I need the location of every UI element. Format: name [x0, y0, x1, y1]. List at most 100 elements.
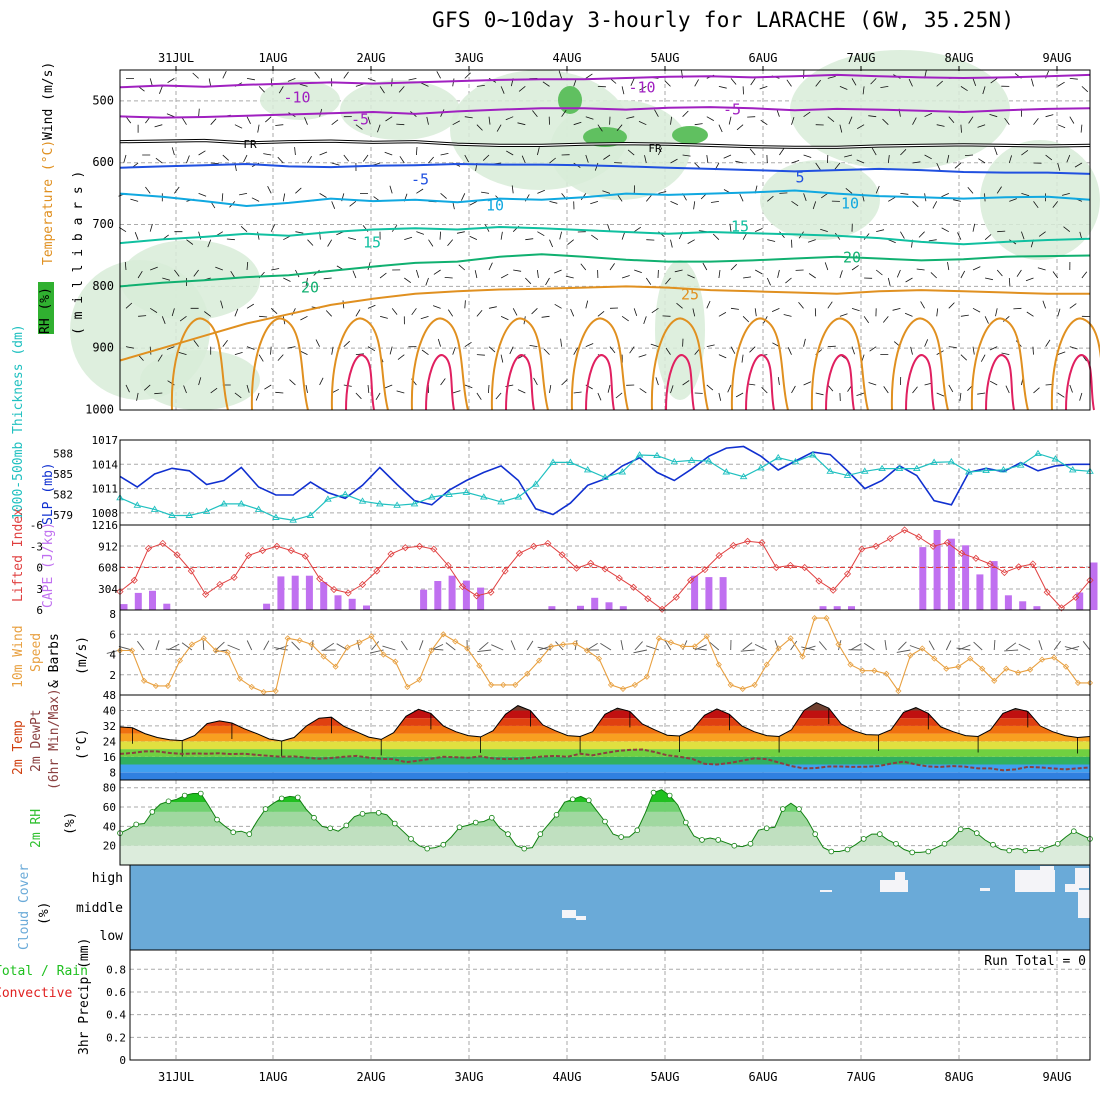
wind10m-barb: [227, 644, 240, 651]
slp-tick-label: 1008: [92, 507, 119, 520]
wind-barb: [851, 346, 855, 355]
wind-barb: [416, 188, 424, 194]
wind-barb: [996, 186, 1002, 194]
wind-barb: [145, 186, 151, 194]
thickness-marker: [861, 467, 869, 474]
li-marker: [501, 567, 509, 575]
wind-barb: [638, 121, 647, 126]
top-date-label: 4AUG: [553, 51, 582, 65]
cloud-gap: [576, 916, 586, 920]
wind-barb: [779, 148, 785, 156]
wind-barb: [930, 272, 937, 279]
wind-barb: [856, 159, 865, 164]
wind-barb: [416, 269, 420, 278]
thickness-marker: [566, 458, 575, 465]
wind-barb: [426, 116, 429, 125]
li-marker: [729, 541, 737, 550]
rh2m-marker: [731, 842, 738, 849]
wind-barb: [972, 346, 975, 355]
wind-barb: [856, 124, 865, 130]
cape-bar: [363, 605, 370, 610]
precip-tick-label: 0.4: [106, 1009, 126, 1022]
wind-barb: [1045, 154, 1053, 161]
wind-barb: [807, 239, 816, 243]
wind-barb: [803, 154, 812, 158]
wind10m-barb: [958, 644, 971, 651]
wind-barb: [984, 316, 989, 324]
wind-barb: [791, 160, 800, 164]
wind10m-barb: [634, 641, 643, 651]
li-marker: [715, 551, 723, 560]
slp-tick-label: 1011: [92, 483, 119, 496]
wind10m-marker: [583, 647, 591, 654]
wind10m-marker: [799, 653, 806, 660]
rh2m-marker: [359, 810, 366, 817]
wind-barb: [287, 77, 296, 82]
contour-label: -5: [411, 171, 429, 189]
wind-barb: [664, 80, 671, 87]
li-marker: [815, 577, 823, 585]
li-marker: [430, 545, 438, 553]
wind-barb: [882, 118, 889, 125]
wind-barb: [1008, 155, 1012, 164]
top-date-label: 5AUG: [651, 51, 680, 65]
wind-barb: [990, 78, 998, 84]
wind10m-marker: [416, 676, 423, 683]
wind-barb: [803, 338, 806, 347]
wind-barb: [348, 237, 357, 241]
wind-barb: [980, 354, 986, 362]
wind-barb: [559, 231, 562, 240]
wind-barb: [488, 262, 493, 271]
li-tick-label: -6: [30, 519, 43, 532]
wind-barb: [154, 392, 163, 395]
wind-barb: [808, 273, 816, 279]
precip-tick-label: 0.8: [106, 963, 126, 976]
wind-barb: [537, 147, 540, 156]
wind-barb: [912, 201, 919, 208]
contour-label: 20: [301, 279, 319, 297]
wind10m-barb: [215, 641, 225, 651]
wind-barb: [759, 85, 768, 90]
wind10m-marker: [572, 640, 579, 647]
wind-barb: [743, 276, 752, 279]
bottom-date-label: 7AUG: [847, 1070, 876, 1084]
wind-barb: [331, 162, 340, 166]
rh2m-marker: [990, 841, 996, 848]
wind-barb: [331, 119, 339, 126]
wind10m-barb: [754, 643, 767, 651]
wind-barb: [777, 377, 780, 386]
rh2m-marker: [214, 816, 220, 823]
wind-barb: [452, 390, 461, 394]
wind-barb: [912, 117, 917, 125]
wind-barb: [305, 277, 308, 286]
wind10m-marker: [440, 631, 447, 638]
rh2m-marker: [860, 836, 867, 842]
wind10m-barb: [742, 642, 753, 651]
wind-barb: [436, 71, 441, 79]
li-marker: [187, 567, 195, 575]
li-marker: [744, 537, 752, 545]
wind10m-marker: [883, 670, 890, 677]
wind-barb: [798, 301, 804, 309]
wind10m-marker: [919, 645, 926, 652]
wind-barb: [367, 346, 376, 352]
li-marker: [986, 560, 994, 568]
wind-barb: [1057, 81, 1065, 87]
wind10m-marker: [248, 683, 255, 690]
wind-barb: [198, 377, 202, 386]
wind-barb: [125, 302, 133, 309]
temp-band: [120, 741, 1090, 750]
wind-barb: [355, 83, 364, 87]
rh2m-marker: [521, 845, 527, 852]
wind-barb: [941, 227, 949, 233]
wind-barb: [616, 124, 623, 132]
wind-barb: [331, 201, 336, 209]
wind10m-barb: [646, 645, 660, 651]
wind-barb: [283, 277, 291, 282]
wind-barb: [416, 146, 418, 156]
li-marker: [972, 554, 980, 562]
thickness-marker: [583, 466, 592, 473]
rh2m-marker: [876, 831, 883, 837]
wind-barb: [136, 392, 139, 401]
wind-barb: [1069, 384, 1073, 393]
